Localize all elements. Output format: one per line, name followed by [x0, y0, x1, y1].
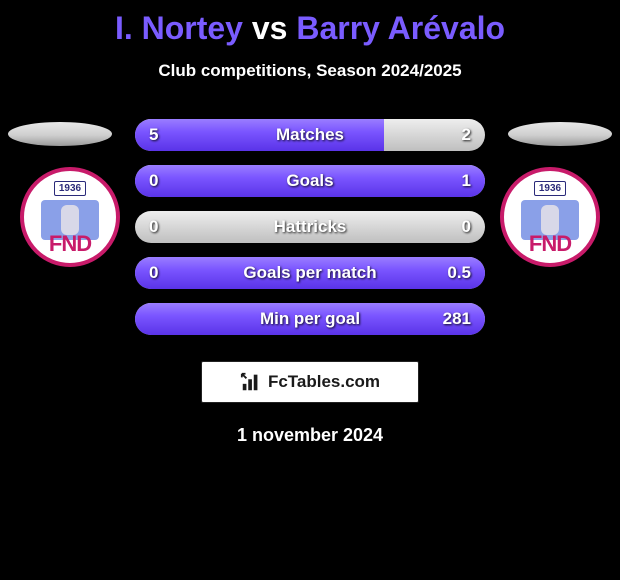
- stat-label: Hattricks: [135, 217, 485, 237]
- player-right-name: Barry Arévalo: [296, 10, 505, 46]
- stat-row: 00.5Goals per match: [135, 257, 485, 289]
- stat-row: 00Hattricks: [135, 211, 485, 243]
- stat-row: 281Min per goal: [135, 303, 485, 335]
- flag-left: [8, 122, 112, 146]
- brand-text: FcTables.com: [268, 372, 380, 392]
- badge-letters-left: FND: [49, 231, 91, 257]
- club-badge-left: 1936 FND: [20, 167, 120, 267]
- badge-year-right: 1936: [534, 181, 566, 196]
- page-title: I. Nortey vs Barry Arévalo: [0, 0, 620, 47]
- stats-container: 52Matches 01Goals 00Hattricks 00.5Goals per…: [135, 119, 485, 335]
- stat-label: Matches: [135, 125, 485, 145]
- stat-label: Goals per match: [135, 263, 485, 283]
- bar-chart-icon: [240, 371, 262, 393]
- subtitle: Club competitions, Season 2024/2025: [0, 61, 620, 81]
- badge-year-left: 1936: [54, 181, 86, 196]
- stat-row: 52Matches: [135, 119, 485, 151]
- player-left-name: I. Nortey: [115, 10, 243, 46]
- vs-text: vs: [252, 10, 288, 46]
- stat-label: Goals: [135, 171, 485, 191]
- flag-right: [508, 122, 612, 146]
- stat-label: Min per goal: [135, 309, 485, 329]
- badge-letters-right: FND: [529, 231, 571, 257]
- footer-date: 1 november 2024: [0, 425, 620, 446]
- club-badge-right: 1936 FND: [500, 167, 600, 267]
- brand-box[interactable]: FcTables.com: [201, 361, 419, 403]
- stat-row: 01Goals: [135, 165, 485, 197]
